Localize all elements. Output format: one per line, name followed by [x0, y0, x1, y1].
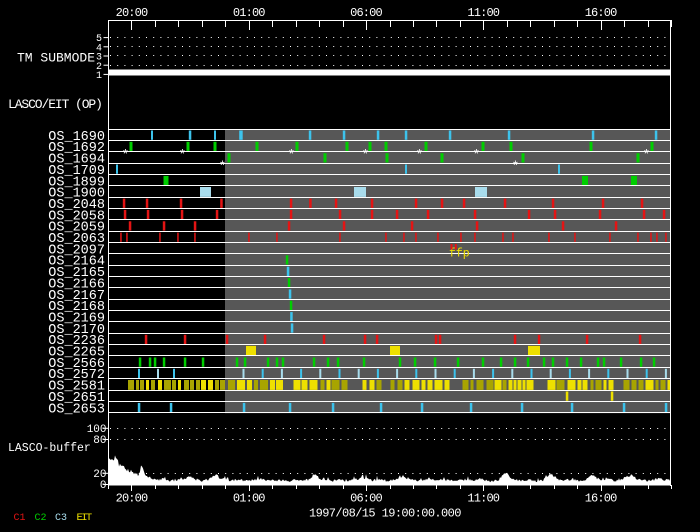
- svg-text:OS_2651: OS_2651: [48, 391, 105, 406]
- svg-text:80: 80: [93, 435, 106, 447]
- svg-text:16:00: 16:00: [585, 6, 617, 20]
- svg-text:OS_1690: OS_1690: [48, 130, 105, 145]
- svg-text:20:00: 20:00: [116, 6, 148, 20]
- svg-text:C2: C2: [35, 513, 47, 524]
- svg-text:OS_1899: OS_1899: [48, 175, 105, 190]
- svg-text:OS_1709: OS_1709: [48, 164, 105, 179]
- svg-text:11:00: 11:00: [467, 492, 499, 506]
- svg-text:TM SUBMODE: TM SUBMODE: [17, 51, 95, 66]
- svg-text:OS_2653: OS_2653: [48, 402, 105, 417]
- svg-text:*: *: [288, 148, 296, 163]
- svg-text:EIT: EIT: [77, 512, 92, 524]
- svg-text:OS_2169: OS_2169: [48, 312, 105, 327]
- svg-text:16:00: 16:00: [585, 492, 617, 506]
- svg-text:*: *: [416, 148, 424, 163]
- svg-text:LASCO-buffer: LASCO-buffer: [8, 442, 91, 455]
- svg-text:LASCO/EIT (OP): LASCO/EIT (OP): [8, 97, 102, 112]
- svg-text:*: *: [179, 148, 187, 163]
- svg-text:*: *: [219, 159, 227, 174]
- svg-text:OS_2170: OS_2170: [48, 323, 105, 338]
- svg-text:OS_2167: OS_2167: [48, 289, 105, 304]
- svg-text:*: *: [643, 148, 651, 163]
- svg-text:OS_1694: OS_1694: [48, 153, 105, 168]
- svg-text:*: *: [362, 148, 370, 163]
- svg-text:OS_2265: OS_2265: [48, 346, 105, 361]
- svg-text:OS_2164: OS_2164: [48, 255, 105, 270]
- svg-text:0: 0: [100, 480, 107, 492]
- svg-text:OS_2059: OS_2059: [48, 221, 105, 236]
- svg-text:2: 2: [96, 62, 102, 73]
- svg-text:OS_2236: OS_2236: [48, 334, 105, 349]
- svg-text:C3: C3: [55, 513, 67, 524]
- svg-text:OS_2165: OS_2165: [48, 266, 105, 281]
- svg-text:06:00: 06:00: [350, 6, 382, 20]
- svg-text:OS_2048: OS_2048: [48, 198, 105, 213]
- svg-text:20: 20: [93, 469, 106, 481]
- svg-text:01:00: 01:00: [233, 492, 265, 506]
- svg-text:06:00: 06:00: [350, 492, 382, 506]
- svg-text:C1: C1: [14, 513, 26, 524]
- svg-text:3: 3: [96, 53, 102, 64]
- svg-text:OS_2168: OS_2168: [48, 300, 105, 315]
- svg-text:*: *: [473, 148, 481, 163]
- svg-text:1997/08/15 19:00:00.000: 1997/08/15 19:00:00.000: [309, 507, 461, 521]
- svg-text:5: 5: [96, 34, 102, 45]
- svg-text:OS_2566: OS_2566: [48, 357, 105, 372]
- svg-text:OS_2581: OS_2581: [48, 380, 105, 395]
- svg-text:11:00: 11:00: [467, 6, 499, 20]
- svg-text:OS_2572: OS_2572: [48, 368, 105, 383]
- svg-text:100: 100: [87, 424, 107, 436]
- svg-text:4: 4: [96, 43, 102, 54]
- svg-text:20:00: 20:00: [116, 492, 148, 506]
- svg-text:OS_1692: OS_1692: [48, 141, 105, 156]
- svg-text:1: 1: [96, 71, 102, 82]
- svg-text:OS_2063: OS_2063: [48, 232, 105, 247]
- svg-text:ffp: ffp: [449, 248, 470, 261]
- svg-text:OS_2097: OS_2097: [48, 243, 105, 258]
- svg-text:OS_1900: OS_1900: [48, 187, 105, 202]
- svg-text:OS_2058: OS_2058: [48, 209, 105, 224]
- svg-text:*: *: [122, 148, 130, 163]
- svg-text:OS_2166: OS_2166: [48, 277, 105, 292]
- svg-text:*: *: [512, 159, 520, 174]
- svg-text:01:00: 01:00: [233, 6, 265, 20]
